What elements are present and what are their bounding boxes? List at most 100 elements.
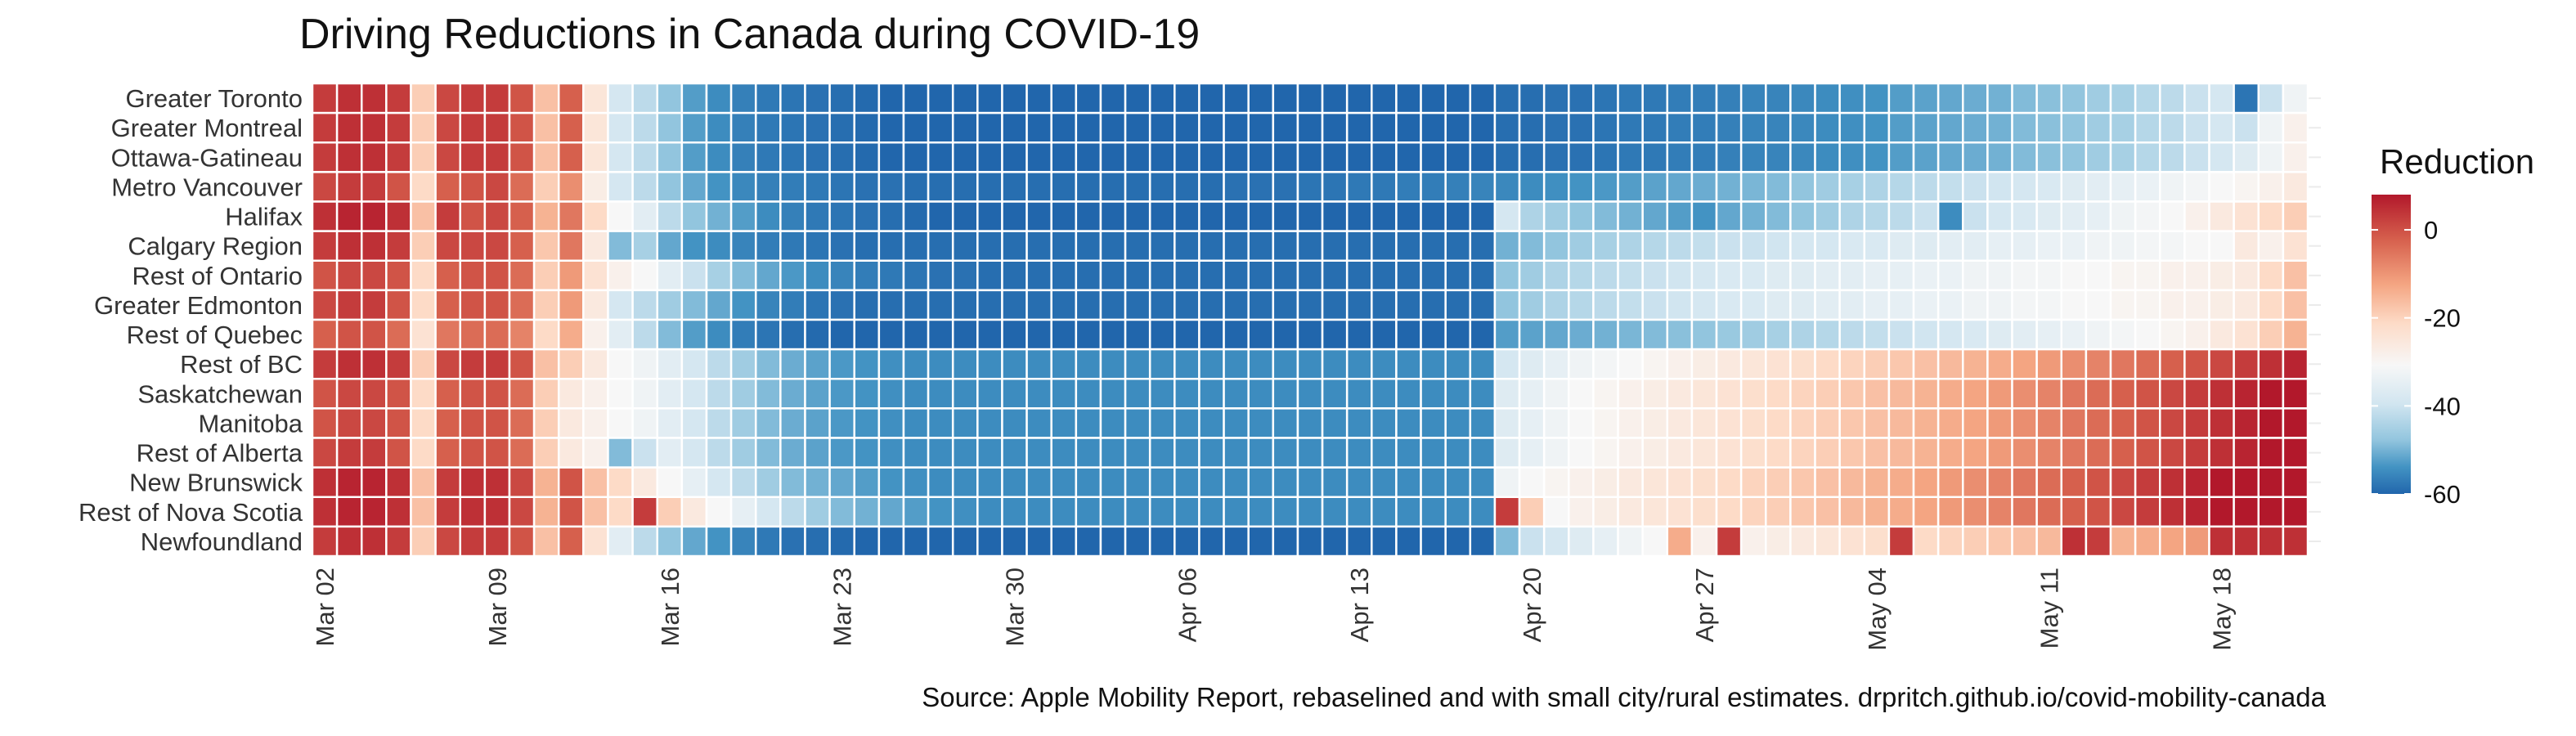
heatmap-cell [779, 496, 806, 528]
heatmap-cell [1666, 82, 1694, 114]
heatmap-cell [508, 525, 536, 558]
heatmap-cell [976, 259, 1003, 292]
heatmap-cell [1666, 496, 1694, 528]
heatmap-cell [557, 348, 585, 380]
heatmap-cell [927, 525, 954, 558]
heatmap-cell [1542, 171, 1570, 203]
heatmap-cell [705, 200, 733, 232]
heatmap-cell [1838, 525, 1866, 558]
heatmap-cell [1444, 141, 1472, 173]
heatmap-cell [853, 525, 881, 558]
heatmap-cell [877, 259, 905, 292]
heatmap-cell [951, 378, 979, 410]
heatmap-cell [1592, 141, 1619, 173]
heatmap-cell [1690, 348, 1718, 380]
heatmap-cell [2282, 466, 2309, 499]
heatmap-cell [2159, 437, 2186, 469]
heatmap-cell [1296, 200, 1324, 232]
heatmap-cell [361, 348, 388, 380]
heatmap-cell [2233, 437, 2260, 469]
heatmap-cell [508, 259, 536, 292]
heatmap-cell [361, 289, 388, 321]
heatmap-cell [2183, 378, 2210, 410]
heatmap-cell [656, 466, 684, 499]
heatmap-cell [1050, 230, 1078, 263]
heatmap-cell [1962, 230, 1989, 263]
heatmap-cell [1075, 289, 1102, 321]
heatmap-cell [557, 289, 585, 321]
heatmap-cell [1986, 525, 2013, 558]
heatmap-cell [2282, 111, 2309, 144]
heatmap-cell [1174, 141, 1200, 173]
heatmap-cell [1493, 525, 1521, 558]
heatmap-cell [1272, 525, 1299, 558]
heatmap-cell [1296, 259, 1324, 292]
heatmap-cell [902, 289, 930, 321]
region-label: Greater Toronto [125, 84, 303, 113]
heatmap-cell [1986, 171, 2013, 203]
heatmap-cell [385, 111, 412, 144]
heatmap-cell [754, 496, 782, 528]
heatmap-cell [1371, 200, 1398, 232]
heatmap-cell [1568, 496, 1595, 528]
heatmap-cell [2109, 259, 2137, 292]
heatmap-cell [2109, 525, 2137, 558]
heatmap-cell [1395, 171, 1422, 203]
heatmap-cell [1617, 525, 1644, 558]
heatmap-cell [1321, 111, 1349, 144]
heatmap-cell [1715, 259, 1743, 292]
heatmap-cell [2060, 378, 2088, 410]
heatmap-cell [1542, 437, 1570, 469]
heatmap-cell [1592, 289, 1619, 321]
heatmap-cell [1493, 348, 1521, 380]
heatmap-cell [1395, 230, 1422, 263]
heatmap-cell [1371, 171, 1398, 203]
heatmap-cell [434, 230, 461, 263]
heatmap-cell [1568, 289, 1595, 321]
heatmap-cell [385, 496, 412, 528]
heatmap-cell [2011, 259, 2038, 292]
heatmap-cell [335, 466, 363, 499]
heatmap-cell [1321, 141, 1349, 173]
heatmap-cell [1321, 496, 1349, 528]
heatmap-cell [2011, 496, 2038, 528]
heatmap-cell [1025, 525, 1052, 558]
heatmap-cell [927, 200, 954, 232]
heatmap-cell [582, 111, 609, 144]
heatmap-cell [2183, 525, 2210, 558]
heatmap-cell [1962, 378, 1989, 410]
heatmap-cell [1690, 496, 1718, 528]
heatmap-cell [1075, 437, 1102, 469]
heatmap-cell [1765, 496, 1792, 528]
x-tick-label: May 04 [1863, 568, 1892, 651]
heatmap-cell [2035, 230, 2063, 263]
heatmap-cell [2011, 525, 2038, 558]
heatmap-cell [532, 378, 560, 410]
heatmap-cell [1518, 348, 1546, 380]
heatmap-cell [2208, 407, 2235, 439]
heatmap-cell [1174, 407, 1200, 439]
heatmap-cell [508, 111, 536, 144]
heatmap-cell [1247, 289, 1275, 321]
heatmap-cell [1420, 230, 1447, 263]
heatmap-cell [631, 378, 658, 410]
heatmap-cell [902, 141, 930, 173]
heatmap-cell [976, 318, 1003, 351]
heatmap-cell [631, 407, 658, 439]
heatmap-cell [729, 407, 757, 439]
heatmap-cell [385, 171, 412, 203]
legend-tick-label: -20 [2424, 304, 2461, 333]
heatmap-cell [902, 466, 930, 499]
heatmap-cell [828, 200, 855, 232]
heatmap-cell [385, 230, 412, 263]
heatmap-cell [1592, 378, 1619, 410]
heatmap-cell [1099, 378, 1127, 410]
heatmap-cell [828, 318, 855, 351]
heatmap-cell [1592, 82, 1619, 114]
heatmap-cell [2257, 407, 2285, 439]
region-label: Rest of Ontario [132, 262, 303, 290]
heatmap-cell [1420, 111, 1447, 144]
heatmap-cell [1863, 259, 1891, 292]
heatmap-cell [1542, 496, 1570, 528]
